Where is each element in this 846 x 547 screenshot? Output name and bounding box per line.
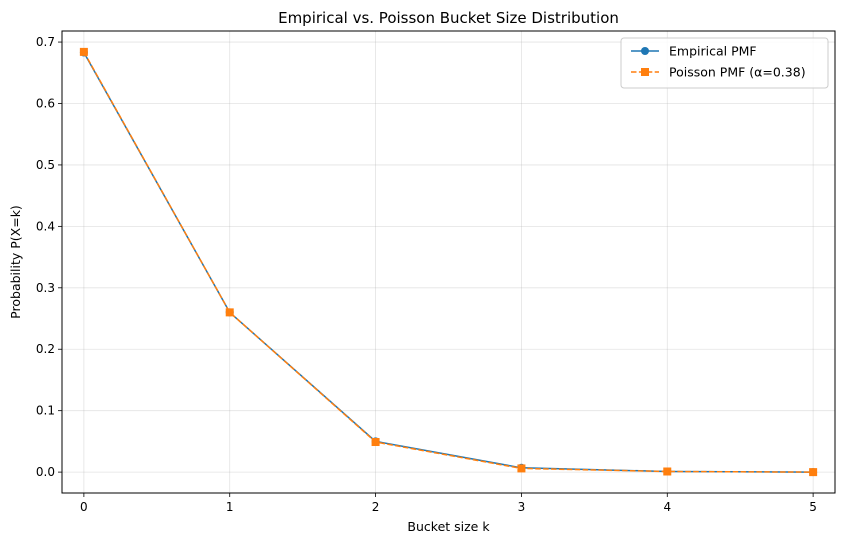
grid (62, 31, 835, 493)
legend-marker (641, 68, 649, 76)
legend-label: Empirical PMF (669, 44, 757, 59)
plot-frame (61, 30, 836, 494)
series-line-1 (83, 51, 814, 473)
x-tick-label: 1 (226, 500, 234, 514)
x-tick-label: 3 (518, 500, 526, 514)
x-axis-label: Bucket size k (407, 519, 490, 534)
x-tick-label: 5 (809, 500, 817, 514)
x-tick-label: 0 (80, 500, 88, 514)
legend-box (620, 37, 829, 89)
y-axis-label: Probability P(X=k) (8, 205, 23, 319)
data-point (809, 468, 818, 477)
legend-label: Poisson PMF (α=0.38) (669, 65, 806, 80)
series-line-0 (83, 52, 814, 473)
legend: Empirical PMF Poisson PMF (α=0.38) (620, 37, 829, 89)
y-tick-label: 0.7 (36, 35, 55, 49)
legend-marker (641, 47, 649, 55)
x-tick-label: 4 (663, 500, 671, 514)
y-tick-label: 0.6 (36, 96, 55, 110)
y-tick-label: 0.2 (36, 342, 55, 356)
axis-ticks: 0 1 2 3 4 5 0.0 0.1 0.2 0.3 0.4 0.5 0.6 0.7 (36, 35, 817, 514)
y-tick-label: 0.3 (36, 281, 55, 295)
y-tick-label: 0.4 (36, 219, 55, 233)
y-tick-label: 0.5 (36, 158, 55, 172)
data-point (225, 308, 234, 317)
data-point (517, 464, 526, 473)
x-tick-label: 2 (372, 500, 380, 514)
y-tick-label: 0.1 (36, 404, 55, 418)
series-layer (79, 47, 818, 477)
data-point (79, 47, 88, 56)
data-point (371, 438, 380, 447)
y-tick-label: 0.0 (36, 465, 55, 479)
data-point (663, 467, 672, 476)
chart-title: Empirical vs. Poisson Bucket Size Distri… (278, 9, 619, 27)
